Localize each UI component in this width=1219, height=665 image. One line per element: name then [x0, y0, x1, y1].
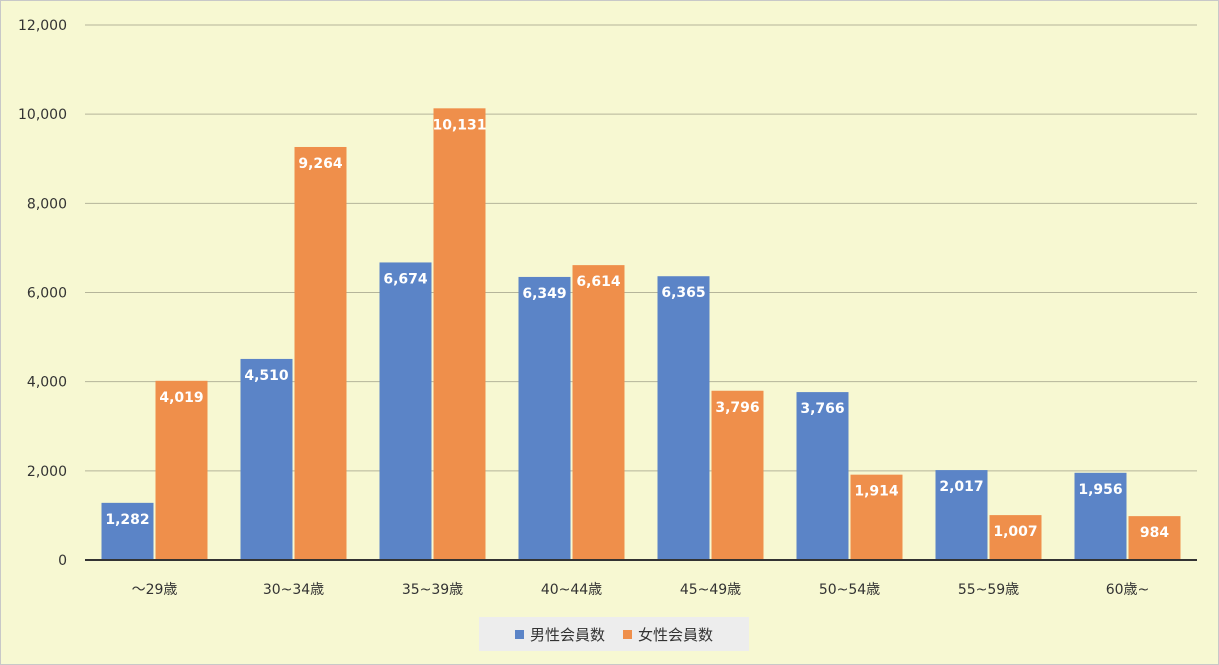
bar-female — [294, 146, 347, 561]
bar-male — [240, 358, 293, 560]
data-label: 1,282 — [105, 512, 149, 528]
data-label: 4,510 — [244, 368, 289, 384]
data-label: 6,365 — [661, 285, 705, 301]
legend-item-female: 女性会員数 — [623, 624, 713, 645]
x-tick-label: 40~44歳 — [541, 582, 602, 598]
bar-female — [572, 265, 625, 560]
x-tick-label: 50~54歳 — [819, 582, 880, 598]
bar-female — [433, 108, 486, 561]
legend-item-male: 男性会員数 — [514, 624, 605, 645]
y-tick-label: 0 — [58, 553, 67, 569]
bar-male — [379, 262, 432, 560]
data-label: 9,264 — [298, 156, 343, 172]
bar-male — [101, 502, 154, 560]
data-label: 3,766 — [800, 401, 844, 417]
legend: 男性会員数 女性会員数 — [479, 617, 749, 651]
data-label: 3,796 — [715, 400, 759, 416]
data-label: 6,614 — [576, 274, 621, 290]
bar-male — [935, 470, 988, 560]
bar-female — [850, 474, 903, 560]
legend-swatch-male — [514, 629, 524, 639]
data-label: 984 — [1140, 525, 1169, 541]
legend-label-female: 女性会員数 — [638, 625, 714, 644]
y-tick-label: 6,000 — [27, 286, 67, 302]
bar-female — [711, 390, 764, 560]
y-tick-label: 4,000 — [27, 375, 67, 391]
data-label: 6,349 — [522, 286, 566, 302]
x-tick-label: 45~49歳 — [680, 582, 741, 598]
data-label: 2,017 — [939, 479, 983, 495]
bar-female — [1128, 516, 1181, 560]
x-tick-label: ～29歳 — [132, 582, 178, 598]
bar-male — [796, 392, 849, 560]
data-label: 1,007 — [993, 524, 1037, 540]
bar-male — [657, 276, 710, 560]
legend-label-male: 男性会員数 — [529, 625, 605, 644]
y-tick-label: 8,000 — [27, 196, 67, 212]
data-label: 6,674 — [383, 271, 428, 287]
x-tick-label: 35~39歳 — [402, 582, 463, 598]
data-label: 1,914 — [854, 484, 899, 500]
legend-swatch-female — [623, 629, 632, 639]
y-tick-label: 2,000 — [27, 464, 67, 480]
bar-male — [1074, 472, 1127, 560]
y-tick-label: 10,000 — [18, 107, 67, 123]
data-label: 1,956 — [1078, 482, 1122, 498]
x-tick-label: 60歳~ — [1106, 582, 1150, 598]
bar-male — [518, 276, 571, 560]
data-label: 4,019 — [159, 390, 203, 406]
y-tick-label: 12,000 — [18, 18, 67, 34]
bar-female — [155, 380, 208, 560]
x-tick-label: 55~59歳 — [958, 582, 1019, 598]
x-tick-label: 30~34歳 — [263, 582, 324, 598]
data-label: 10,131 — [432, 117, 486, 133]
bar-female — [989, 515, 1042, 560]
